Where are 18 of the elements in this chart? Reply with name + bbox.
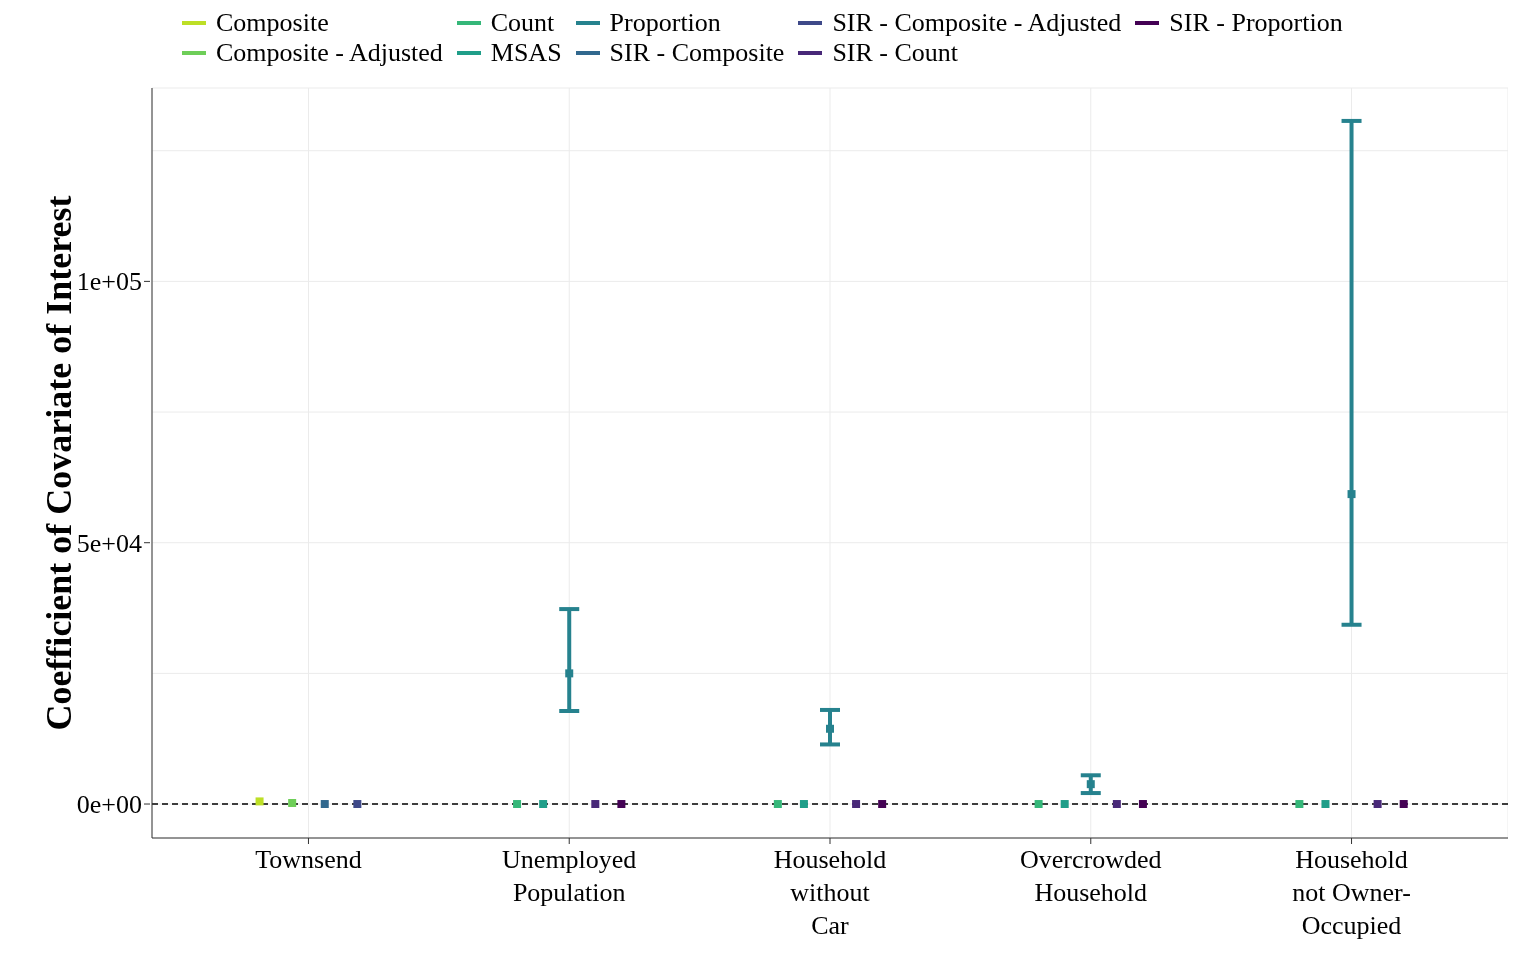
y-tick-label: 0e+00: [76, 790, 142, 820]
legend-label: Composite: [216, 8, 329, 38]
y-axis-title: Coefficient of Covariate of Interest: [38, 195, 79, 731]
legend-label: SIR - Count: [832, 38, 959, 68]
x-tick-label: Townsend: [255, 845, 362, 874]
legend-label: Count: [490, 8, 555, 38]
y-tick-label: 5e+04: [76, 528, 142, 558]
y-tick-label: 1e+05: [76, 267, 142, 297]
legend-label: SIR - Composite: [609, 38, 785, 68]
x-tick-label: Overcrowded Household: [1020, 845, 1162, 907]
legend-label: MSAS: [490, 38, 562, 68]
x-tick-label: Household without Car: [773, 845, 887, 940]
legend-label: SIR - Composite - Adjusted: [832, 8, 1122, 38]
x-tick-label: Household not Owner-Occupied: [1292, 845, 1411, 940]
legend-label: Composite - Adjusted: [216, 38, 443, 68]
legend-label: SIR - Proportion: [1169, 8, 1343, 38]
x-tick-label: Unemployed Population: [502, 845, 637, 907]
legend-label: Proportion: [609, 8, 721, 38]
